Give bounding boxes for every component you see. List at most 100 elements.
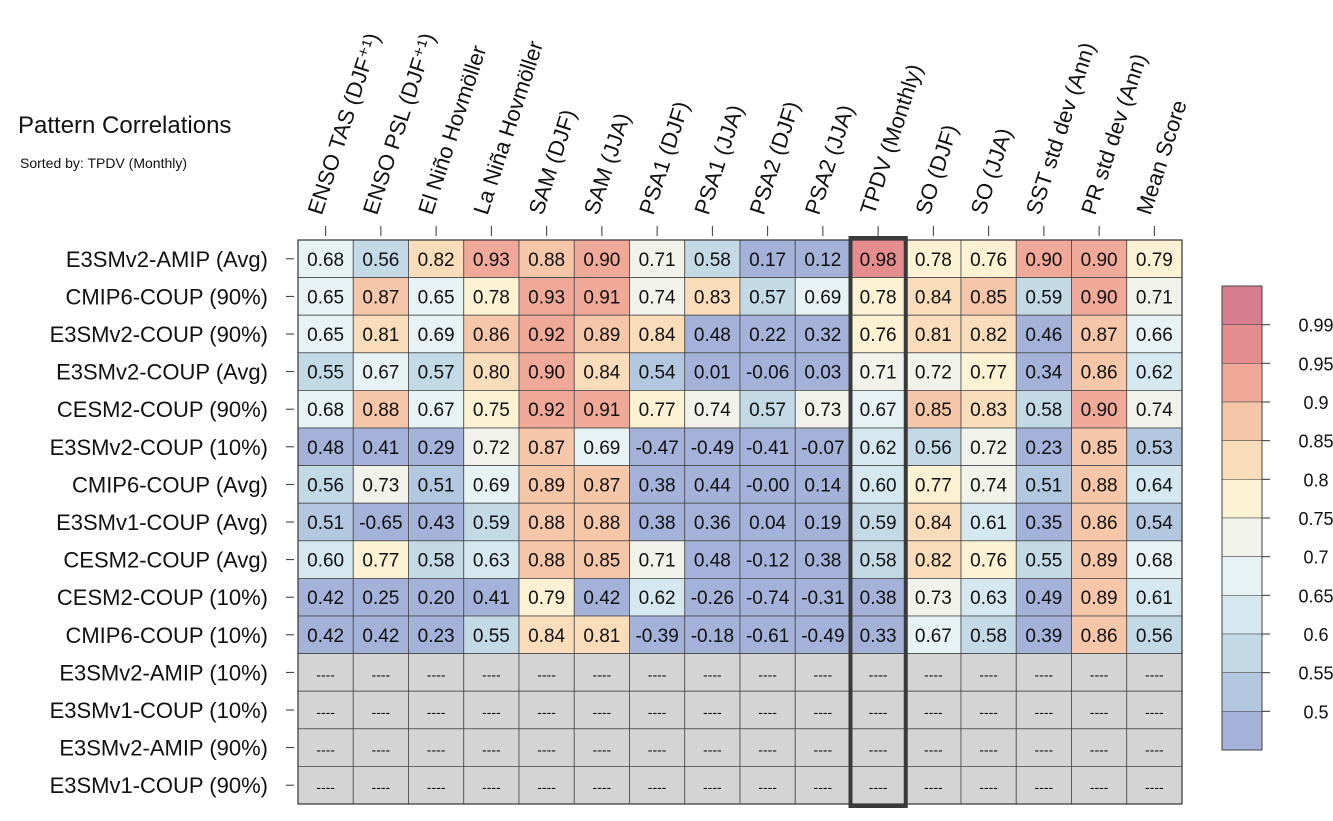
row-label: E3SMv2-AMIP (90%) [59,736,268,761]
cell-value-label: 0.77 [639,400,676,421]
cell-value-label: 0.83 [970,400,1007,421]
cell-value-label: 0.41 [362,438,399,459]
heatmap-cell [905,615,962,654]
colorbar-label: 0.9 [1303,393,1328,413]
cell-value-label: 0.81 [362,325,399,346]
cell-value-label: 0.34 [1025,363,1062,384]
heatmap-cell [352,728,409,767]
cell-value-label: 0.38 [639,475,676,496]
cell-value-label: ---- [648,704,667,720]
cell-value-label: 0.67 [915,626,952,647]
cell-value-label: 0.73 [804,400,841,421]
cell-value-label: 0.85 [1081,438,1118,459]
cell-value-label: 0.22 [749,325,786,346]
cell-value-label: 0.88 [528,250,565,271]
heatmap-cell [1071,766,1128,805]
cell-value-label: 0.82 [915,551,952,572]
cell-value-label: 0.76 [970,551,1007,572]
cell-value-label: -0.61 [746,626,789,647]
cell-value-label: 0.61 [970,513,1007,534]
cell-value-label: 0.23 [1025,438,1062,459]
cell-value-label: 0.69 [473,475,510,496]
heatmap-cell [684,728,741,767]
cell-value-label: 0.57 [749,400,786,421]
cell-value-label: ---- [1090,742,1109,758]
colorbar-segment [1221,672,1263,712]
colorbar-segment [1221,595,1263,635]
cell-value-label: ---- [593,704,612,720]
cell-value-label: ---- [648,742,667,758]
cell-value-label: 0.63 [473,551,510,572]
chart-subtitle: Sorted by: TPDV (Monthly) [20,155,188,171]
cell-value-label: ---- [593,779,612,795]
heatmap-cell [408,502,465,542]
heatmap-cell [1126,352,1183,391]
heatmap-cell [297,766,354,805]
heatmap-cell [1071,690,1128,730]
cell-value-label: 0.90 [1081,250,1118,271]
heatmap-cell [739,653,796,692]
cell-value-label: 0.62 [860,438,897,459]
heatmap-cell [573,465,630,504]
heatmap-cell [352,427,409,466]
heatmap-cell [684,352,741,391]
cell-value-label: 0.82 [418,250,455,271]
heatmap-cell [352,690,409,730]
heatmap-cell [905,728,962,767]
cell-value-label: ---- [1090,779,1109,795]
cell-value-label: ---- [372,779,391,795]
colorbar-label: 0.5 [1303,702,1328,722]
heatmap-cell [629,690,686,730]
cell-value-label: 0.85 [915,400,952,421]
heatmap-cell [573,352,630,391]
heatmap-cell [684,653,741,692]
colorbar-segment [1221,324,1263,364]
heatmap-cell [408,352,465,391]
heatmap-cell [905,465,962,504]
cell-value-label: 0.83 [694,287,731,308]
heatmap-cell [1071,427,1128,466]
cell-value-label: 0.81 [915,325,952,346]
cell-value-label: 0.35 [1025,513,1062,534]
cell-value-label: -0.49 [691,438,734,459]
cell-value-label: 0.57 [749,287,786,308]
row-label: CMIP6-COUP (Avg) [72,472,268,497]
heatmap-cell [573,540,630,579]
cell-value-label: 0.75 [473,400,510,421]
heatmap-cell [297,540,354,579]
heatmap-cell [794,578,851,617]
heatmap-cell [794,277,851,316]
cell-value-label: ---- [372,704,391,720]
heatmap-cell [408,766,465,805]
cell-value-label: 0.25 [362,588,399,609]
chart-title: Pattern Correlations [18,112,232,139]
heatmap-cell [905,690,962,730]
heatmap-cell [1015,352,1072,391]
heatmap-cell [297,615,354,654]
heatmap-cell [739,615,796,654]
cell-value-label: 0.79 [528,588,565,609]
row-label: E3SMv1-COUP (90%) [50,773,268,798]
cell-value-label: ---- [1035,704,1054,720]
heatmap-cell [408,615,465,654]
cell-value-label: 0.38 [860,588,897,609]
cell-value-label: 0.92 [528,400,565,421]
heatmap-cell [352,465,409,504]
cell-value-label: ---- [979,742,998,758]
heatmap-cell [463,502,520,542]
cell-value-label: 0.42 [307,588,344,609]
cell-value-label: ---- [537,704,556,720]
cell-value-label: 0.04 [749,513,786,534]
colorbar-label: 0.95 [1298,354,1333,374]
cell-value-label: ---- [1145,666,1164,682]
cell-value-label: 0.88 [528,513,565,534]
cell-value-label: ---- [537,666,556,682]
heatmap-cell [684,465,741,504]
cell-value-label: 0.58 [860,551,897,572]
cell-value-label: -0.49 [801,626,844,647]
cell-value-label: 0.55 [307,363,344,384]
heatmap-cell [1126,314,1183,354]
heatmap-cell [352,314,409,354]
cell-value-label: ---- [316,779,335,795]
heatmap-cell [1015,653,1072,692]
